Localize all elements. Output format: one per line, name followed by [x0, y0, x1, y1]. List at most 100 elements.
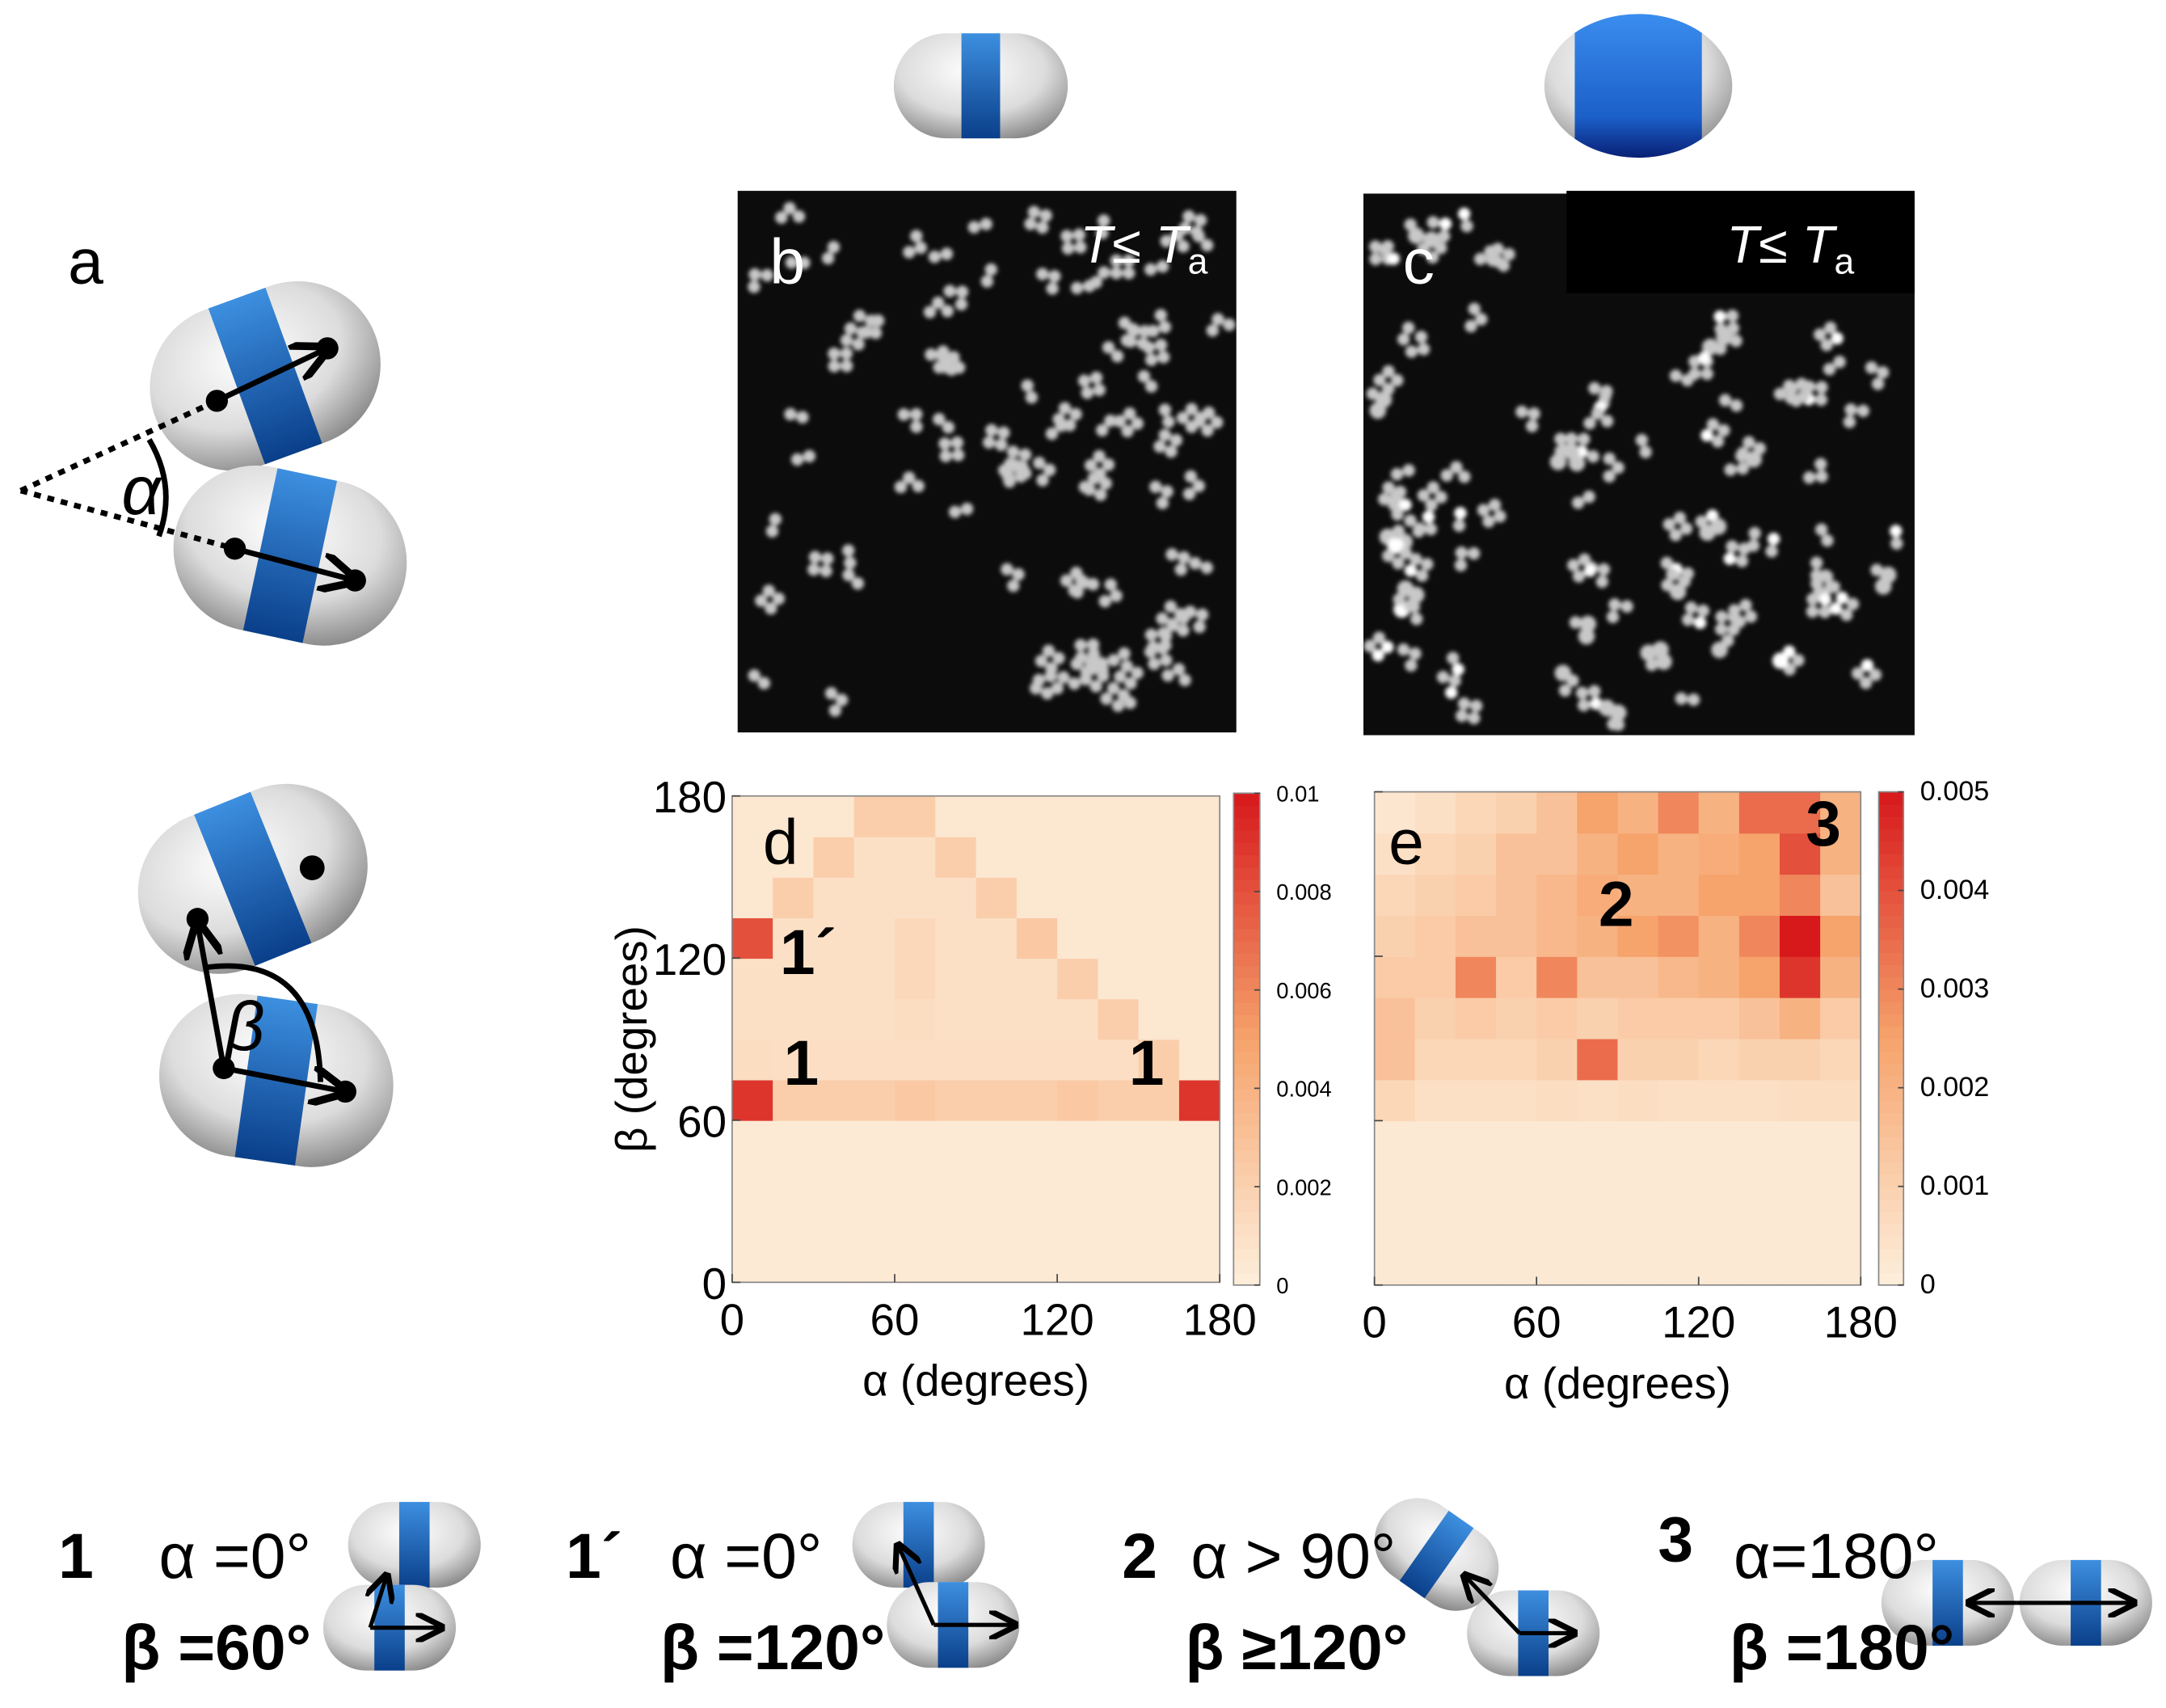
heatmap-cell [1496, 1079, 1538, 1122]
particle-spot [1823, 363, 1836, 376]
heatmap-cell [1138, 1242, 1180, 1284]
colorbar-segment [1878, 902, 1904, 916]
particle-spot [1688, 367, 1701, 381]
particle-spot [1669, 529, 1682, 542]
colorbar-segment [1233, 1100, 1260, 1114]
particle-spot [1748, 526, 1761, 540]
heatmap-cell [1138, 1160, 1180, 1202]
particle-spot [1818, 593, 1831, 606]
particle-spot [914, 241, 927, 255]
particle-spot [1146, 640, 1160, 654]
heatmap-cell [773, 998, 815, 1040]
particle-spot [1588, 382, 1601, 395]
angle-arc [206, 963, 323, 1082]
particle-spot [1069, 407, 1082, 421]
heatmap-cell [1738, 955, 1780, 998]
particle-spot [1051, 681, 1064, 695]
particle-spot [1060, 574, 1073, 588]
heatmap-cell [731, 1120, 774, 1162]
particle-spot [1821, 534, 1834, 547]
particle-spot [1099, 477, 1112, 490]
heatmap-cell [1779, 955, 1821, 998]
heatmap-cell [1178, 917, 1221, 959]
heatmap-cell [1536, 997, 1578, 1040]
colorbar-segment [1878, 1272, 1904, 1286]
config-label: 2 [1122, 1520, 1157, 1592]
particle-spot [1558, 684, 1572, 697]
heatmap-cell [1536, 915, 1578, 957]
particle-spot [1114, 670, 1127, 683]
particle-spot [1122, 267, 1136, 280]
particle-spot [1458, 470, 1471, 483]
colorbar-segment [1878, 1087, 1904, 1101]
heatmap-cell [1414, 1203, 1456, 1245]
particle-spot [1083, 483, 1096, 496]
config-label: 3 [1658, 1504, 1693, 1575]
heatmap-cell [1374, 955, 1416, 998]
particle-spot [1693, 616, 1707, 630]
config-alpha: α =0° [159, 1520, 311, 1592]
particle-spot [1111, 699, 1125, 712]
particle-spot [1569, 616, 1582, 629]
particle-spot [1392, 557, 1405, 570]
colorbar-segment [1233, 1272, 1260, 1286]
heatmap-cell [1617, 1120, 1659, 1163]
heatmap-cell [1016, 1039, 1058, 1081]
heatmap-cell [1577, 833, 1619, 875]
x-tick-label: 120 [1662, 1297, 1735, 1347]
heatmap-cell [1016, 1120, 1058, 1162]
heatmap-cell [1374, 1038, 1416, 1081]
particle-spot [1045, 661, 1058, 675]
particle-spot [1144, 353, 1158, 366]
particle-spot [1711, 435, 1725, 448]
particle-spot [1871, 377, 1885, 390]
particle-spot [1390, 468, 1404, 481]
particle-spot [798, 256, 811, 269]
heatmap-cell [1577, 915, 1619, 957]
particle-spot [785, 255, 799, 269]
heatmap-cell [1374, 1203, 1416, 1245]
particle-spot [1739, 598, 1752, 612]
particle-spot [1742, 436, 1755, 449]
heatmap-cell [1658, 1243, 1700, 1286]
particle-spot [1417, 343, 1431, 356]
colorbar-segment [1233, 829, 1260, 843]
particle-spot [1856, 404, 1870, 418]
particle-spot [1491, 255, 1504, 268]
particle-spot [1792, 654, 1805, 667]
particle-spot [1404, 564, 1418, 577]
particle-spot [1123, 407, 1136, 420]
heatmap-cell [1178, 1079, 1221, 1121]
particle-spot [1525, 420, 1539, 432]
panel-label: e [1389, 806, 1424, 877]
particle-spot [1183, 605, 1197, 618]
colorbar-tick-label: 0.004 [1276, 1077, 1331, 1102]
colorbar-segment [1878, 1124, 1904, 1138]
particle-spot [1448, 674, 1461, 687]
colorbar-segment [1233, 965, 1260, 979]
colorbar-segment [1878, 853, 1904, 867]
heatmap-cell [1496, 915, 1538, 957]
particle-spot [1178, 673, 1191, 686]
particle-spot [1587, 450, 1599, 463]
heatmap-cell [813, 998, 855, 1040]
particle-spot [1380, 640, 1394, 654]
particle-spot [1089, 371, 1103, 385]
particle-spot [1831, 331, 1844, 345]
heatmap-cell [1738, 791, 1780, 834]
heatmap-cell [1779, 1038, 1821, 1081]
colorbar-segment [1233, 916, 1260, 930]
colorbar-segment [1233, 1137, 1260, 1151]
colorbar-segment [1233, 1125, 1260, 1139]
particle-spot [923, 306, 937, 318]
particle-spot [1669, 583, 1687, 601]
particle-spot [941, 305, 954, 318]
heatmap-cell [731, 1160, 774, 1202]
particle-spot [1572, 570, 1586, 583]
particle-spot [859, 326, 873, 339]
colorbar-segment [1233, 854, 1260, 868]
particle-spot [1402, 321, 1415, 335]
particle-spot [942, 421, 955, 434]
heatmap-cell [1617, 915, 1659, 957]
